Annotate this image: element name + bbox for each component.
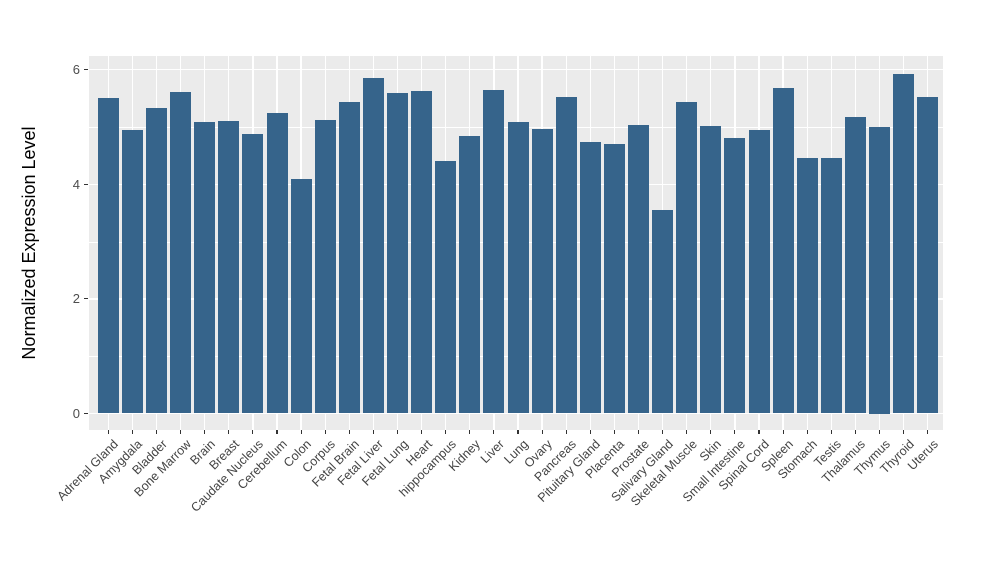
bar-salivary-gland [652, 209, 674, 414]
x-tick-mark-spleen [782, 430, 784, 434]
bar-fetal-liver [362, 77, 384, 414]
y-tick-mark-0 [84, 412, 88, 415]
bar-skeletal-muscle [676, 101, 698, 414]
x-tick-mark-testis [830, 430, 832, 434]
x-tick-mark-corpus [324, 430, 326, 434]
bar-ovary [531, 128, 553, 414]
major-gridline-y0 [89, 412, 943, 415]
bar-bone-marrow [170, 92, 192, 414]
x-tick-mark-pituitary-gland [589, 430, 591, 434]
y-tick-mark-2 [84, 298, 88, 300]
bar-stomach [796, 157, 818, 414]
bar-caudate-nucleus [242, 134, 264, 414]
major-gridline-y6 [89, 69, 943, 71]
bar-spleen [772, 88, 794, 414]
y-tick-mark-6 [84, 69, 88, 71]
y-tick-mark-4 [84, 183, 88, 185]
bar-adrenal-gland [97, 97, 119, 414]
bar-kidney [459, 136, 481, 414]
bar-pancreas [555, 97, 577, 414]
bar-pituitary-gland [579, 141, 601, 414]
x-tick-mark-thalamus [854, 430, 856, 434]
bar-cerebellum [266, 113, 288, 414]
x-tick-mark-uterus [927, 430, 929, 434]
bar-liver [483, 89, 505, 414]
bar-brain [194, 121, 216, 414]
bar-hippocampus [435, 160, 457, 414]
bar-amygdala [121, 129, 143, 414]
bar-testis [820, 157, 842, 414]
x-tick-mark-skeletal-muscle [686, 430, 688, 434]
bar-colon [290, 178, 312, 414]
x-tick-mark-ovary [541, 430, 543, 434]
x-tick-mark-liver [493, 430, 495, 434]
bar-placenta [603, 144, 625, 414]
x-tick-mark-brain [204, 430, 206, 434]
x-tick-mark-small-intestine [734, 430, 736, 434]
bar-thalamus [844, 117, 866, 414]
bar-breast [218, 120, 240, 414]
x-tick-mark-thymus [878, 430, 881, 434]
bar-lung [507, 121, 529, 414]
x-tick-mark-fetal-brain [348, 430, 350, 434]
x-tick-mark-salivary-gland [662, 430, 664, 434]
x-tick-mark-thyroid [903, 430, 905, 434]
bar-small-intestine [724, 137, 746, 414]
bar-bladder [146, 108, 167, 414]
x-tick-mark-heart [421, 430, 423, 434]
x-tick-mark-adrenal-gland [107, 430, 109, 434]
y-tick-label-2: 2 [72, 291, 80, 307]
x-tick-mark-colon [300, 430, 302, 434]
y-axis-title: Normalized Expression Level [19, 126, 39, 360]
bar-uterus [917, 96, 939, 414]
y-tick-label-0: 0 [72, 406, 80, 421]
bar-heart [411, 90, 433, 414]
bar-skin [700, 125, 722, 414]
plot-panel [89, 56, 943, 430]
bar-fetal-brain [338, 102, 360, 414]
x-tick-mark-kidney [469, 430, 471, 434]
x-tick-mark-fetal-liver [372, 430, 374, 434]
y-tick-label-6: 6 [72, 62, 80, 78]
x-tick-mark-placenta [613, 430, 615, 434]
x-tick-mark-lung [517, 430, 519, 434]
x-tick-mark-hippocampus [445, 430, 447, 434]
bar-thyroid [893, 73, 915, 414]
x-tick-mark-bladder [155, 430, 158, 434]
x-tick-mark-cerebellum [276, 430, 278, 434]
x-tick-mark-breast [228, 430, 230, 434]
y-tick-label-4: 4 [72, 176, 80, 192]
x-tick-mark-amygdala [131, 430, 133, 434]
x-tick-mark-bone-marrow [180, 430, 182, 434]
x-tick-mark-caudate-nucleus [252, 430, 254, 434]
x-tick-mark-pancreas [565, 430, 567, 434]
x-tick-mark-skin [710, 430, 712, 434]
bar-prostate [628, 124, 649, 414]
x-tick-mark-fetal-lung [396, 430, 399, 434]
x-tick-mark-prostate [637, 430, 640, 434]
x-tick-mark-stomach [806, 430, 808, 434]
bar-corpus [314, 120, 336, 414]
bar-thymus [869, 127, 890, 414]
bar-spinal-cord [748, 129, 770, 414]
bar-fetal-lung [387, 93, 408, 414]
x-tick-mark-spinal-cord [758, 430, 760, 434]
